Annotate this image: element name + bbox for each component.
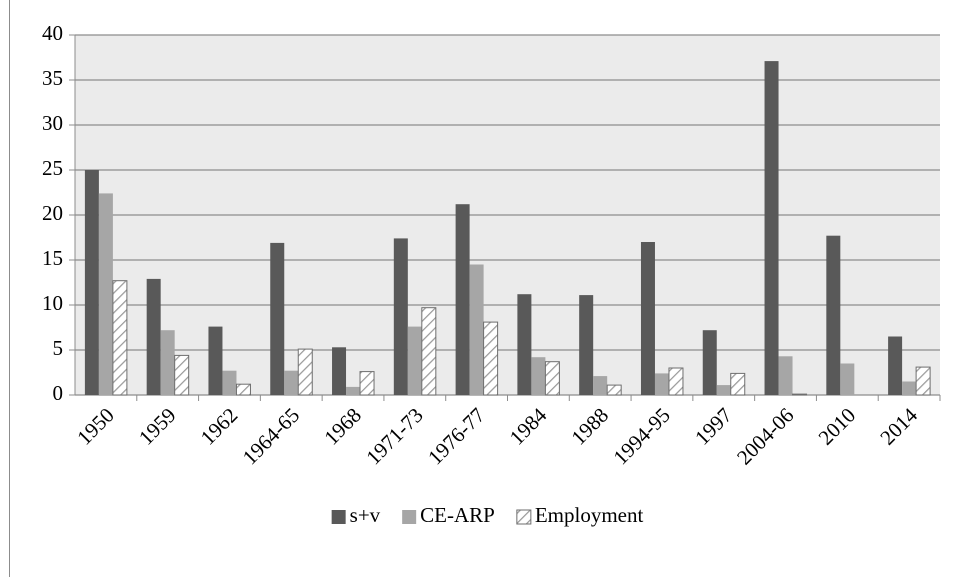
x-tick-label: 1962 xyxy=(196,403,243,450)
bar xyxy=(606,384,622,396)
bar xyxy=(421,307,437,396)
x-tick-label: 1964-65 xyxy=(238,403,304,469)
bar xyxy=(915,366,931,396)
bar xyxy=(222,370,237,395)
bar xyxy=(407,326,422,395)
bar xyxy=(888,336,903,395)
bar xyxy=(98,193,113,395)
bar xyxy=(112,280,128,396)
bar xyxy=(359,371,375,396)
bar xyxy=(297,348,313,396)
bar xyxy=(702,330,717,395)
bar xyxy=(455,204,470,395)
bar xyxy=(579,295,594,395)
bar xyxy=(730,372,746,396)
x-tick-label: 1984 xyxy=(505,403,552,450)
bar xyxy=(517,294,532,395)
y-tick-label: 35 xyxy=(42,66,63,90)
bar xyxy=(284,370,299,395)
y-tick-label: 30 xyxy=(42,111,63,135)
legend-swatch xyxy=(331,510,346,524)
legend-label: s+v xyxy=(350,503,381,527)
bar xyxy=(346,386,361,395)
bar xyxy=(270,242,285,395)
y-tick-label: 15 xyxy=(42,246,63,270)
y-tick-label: 20 xyxy=(42,201,63,225)
chart-frame xyxy=(9,0,10,577)
x-tick-label: 1994-95 xyxy=(608,403,674,469)
bar xyxy=(778,356,793,395)
bar xyxy=(208,326,223,395)
bar xyxy=(668,367,684,396)
bar xyxy=(840,363,855,395)
bar xyxy=(764,61,779,395)
bar xyxy=(84,170,99,395)
legend-swatch xyxy=(516,509,532,525)
x-tick-label: 2010 xyxy=(814,403,861,450)
x-tick-label: 1971-73 xyxy=(361,403,427,469)
legend-label: Employment xyxy=(535,503,644,527)
bar xyxy=(531,357,546,395)
legend-label: CE-ARP xyxy=(420,503,495,527)
bar xyxy=(792,393,808,396)
legend-swatch xyxy=(402,510,417,524)
bar xyxy=(716,385,731,395)
y-tick-label: 40 xyxy=(42,21,63,45)
y-tick-label: 5 xyxy=(53,336,64,360)
x-tick-label: 1950 xyxy=(72,403,119,450)
bar xyxy=(902,381,917,395)
bar xyxy=(146,278,161,395)
bar xyxy=(593,376,608,395)
bar xyxy=(826,235,841,395)
x-tick-label: 1959 xyxy=(134,403,181,450)
x-tick-label: 1976-77 xyxy=(423,403,489,469)
bar xyxy=(160,330,175,395)
bar xyxy=(544,361,560,396)
bar xyxy=(640,242,655,395)
bar xyxy=(483,321,499,396)
x-tick-label: 1988 xyxy=(566,403,613,450)
bar xyxy=(332,347,347,395)
y-tick-label: 25 xyxy=(42,156,63,180)
x-tick-label: 1968 xyxy=(319,403,366,450)
bar xyxy=(469,264,484,395)
y-tick-label: 0 xyxy=(53,381,64,405)
x-tick-label: 2004-06 xyxy=(732,403,798,469)
y-tick-label: 10 xyxy=(42,291,63,315)
bar xyxy=(235,383,251,396)
x-tick-label: 2014 xyxy=(875,403,922,450)
bar xyxy=(654,373,669,395)
x-tick-label: 1997 xyxy=(690,403,737,450)
bar xyxy=(174,354,190,396)
bar xyxy=(393,238,408,395)
